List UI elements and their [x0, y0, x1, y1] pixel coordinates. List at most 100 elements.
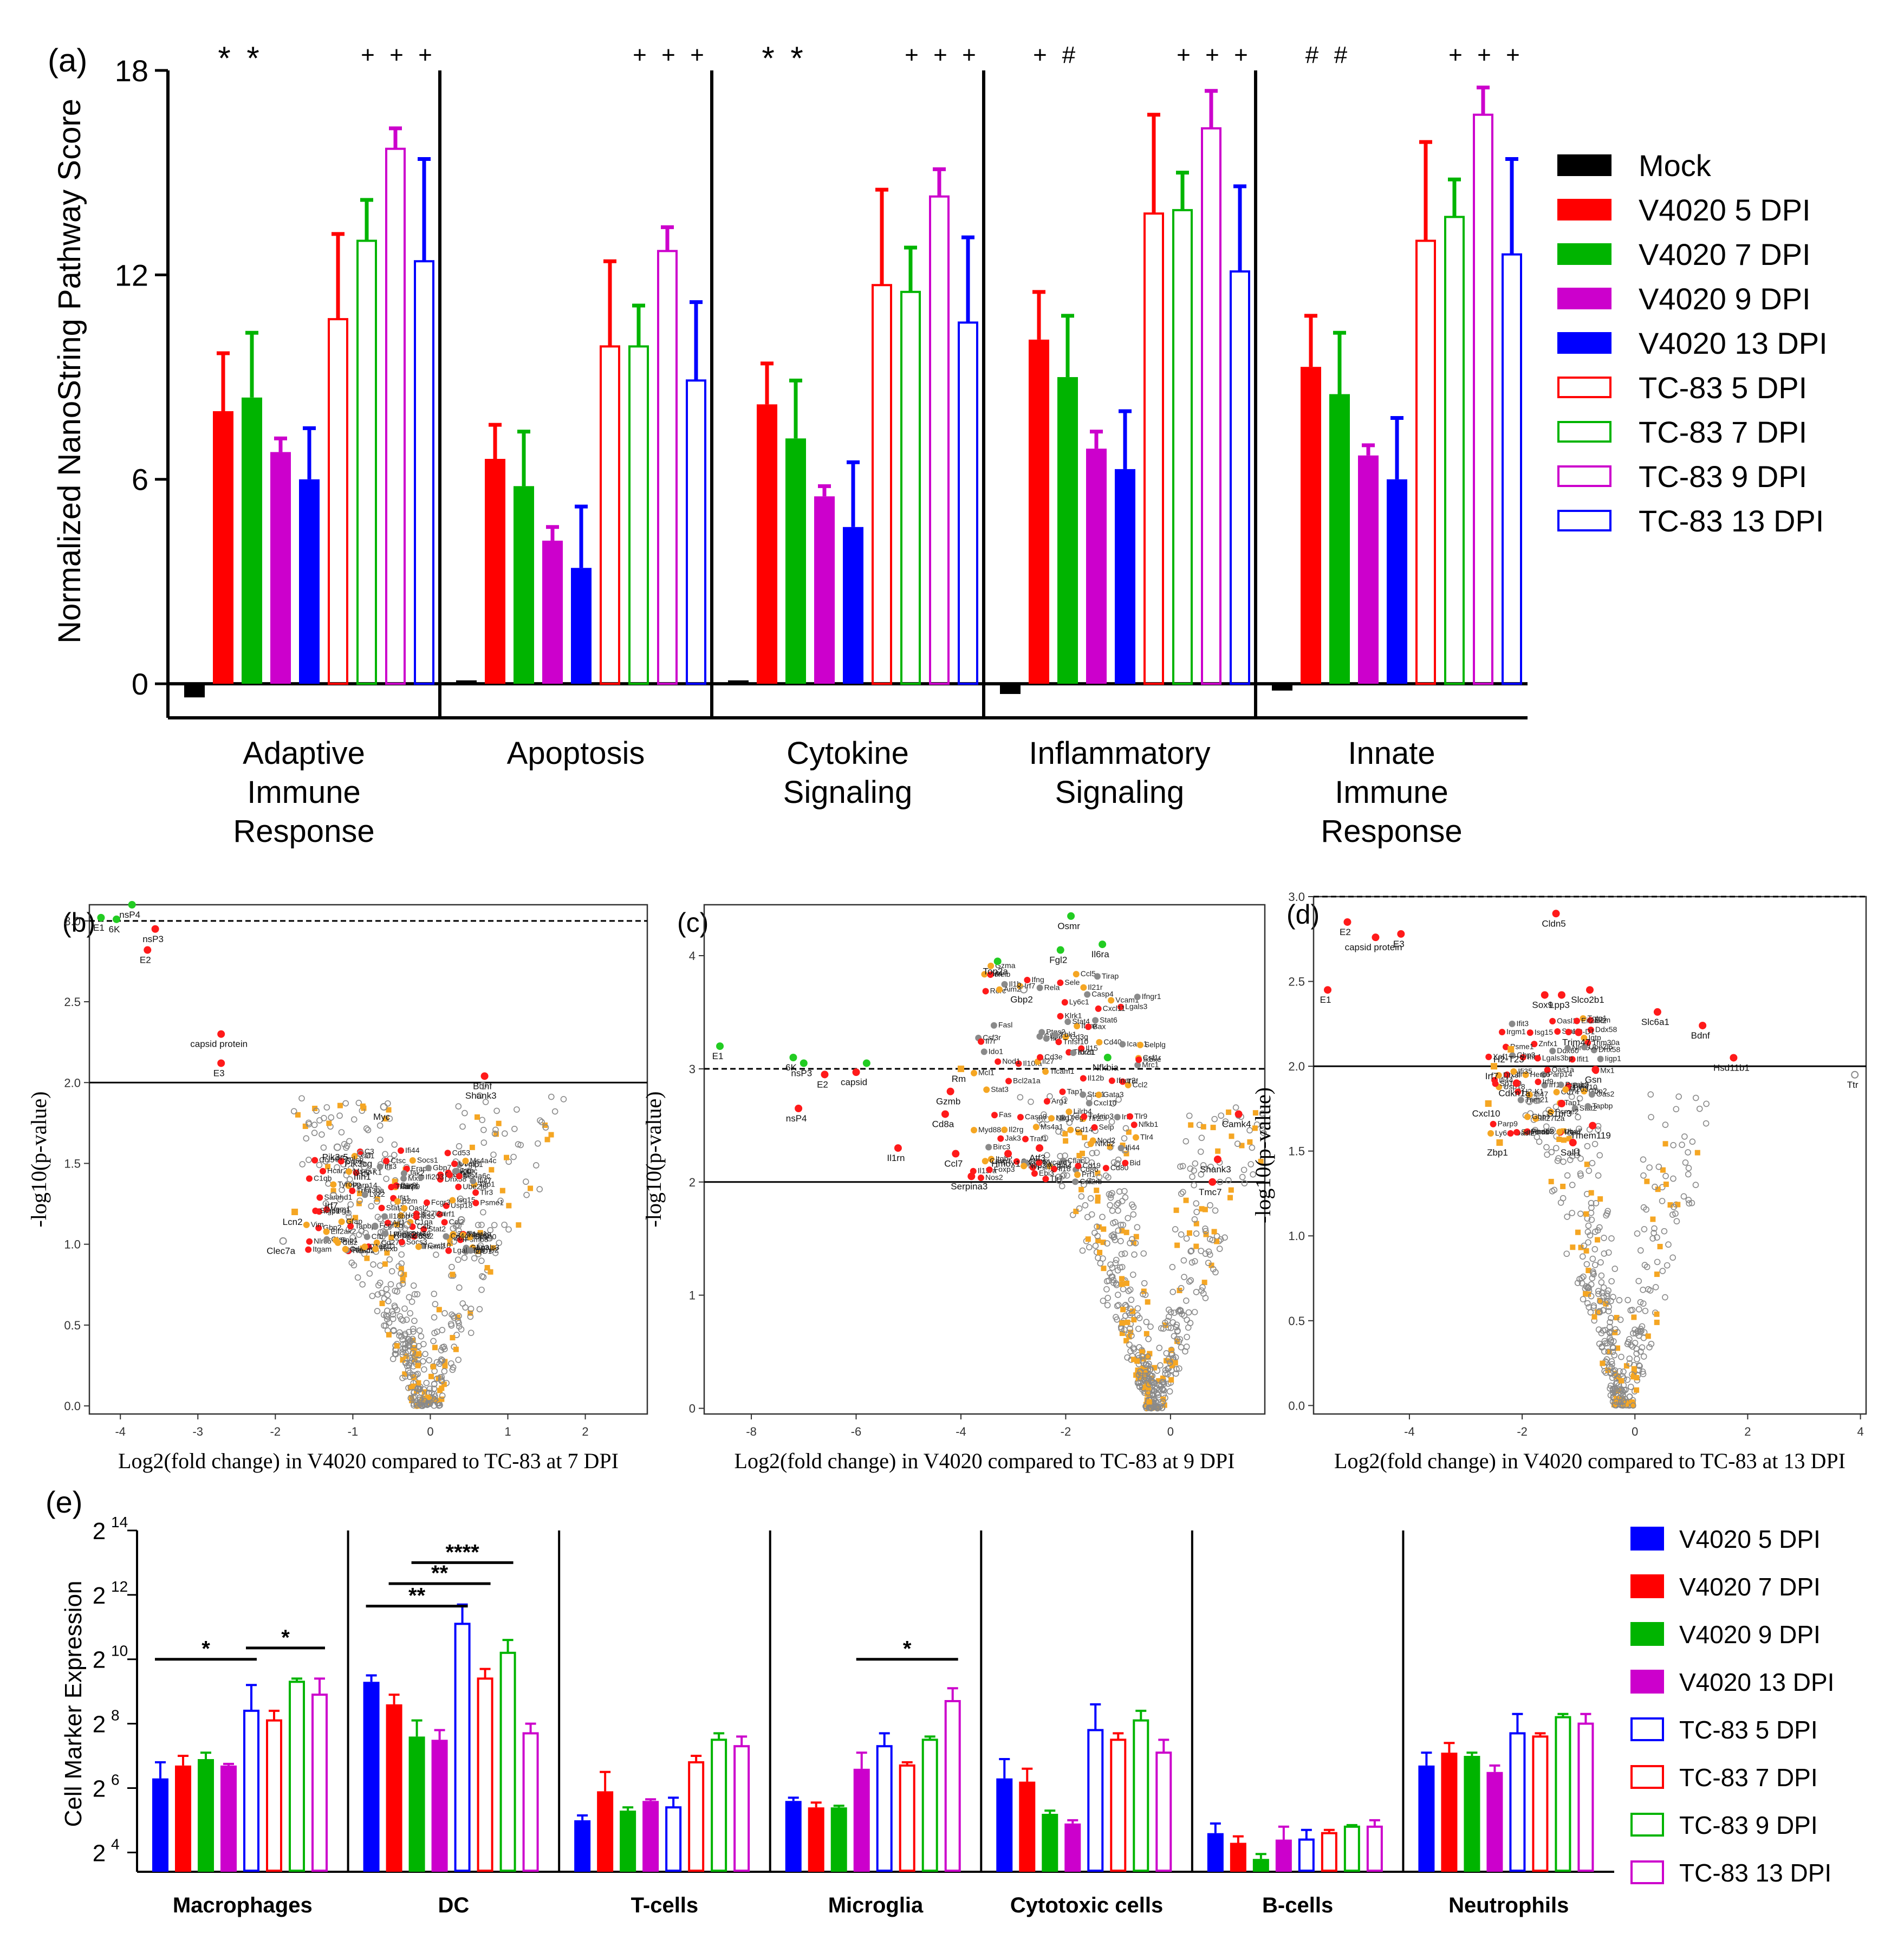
volcano-x-tick-label: 2 [1744, 1425, 1751, 1438]
volcano-gene-point [1685, 1171, 1692, 1178]
volcano-gene-point [1055, 1173, 1062, 1180]
volcano-gene-point [1186, 1230, 1192, 1236]
volcano-gene-point [406, 1336, 412, 1342]
volcano-gene-point [345, 1182, 352, 1189]
panel-e-y-tick-exponent: 14 [111, 1514, 128, 1530]
volcano-gene-point [1145, 1391, 1151, 1397]
panel-e-y-tick-exponent: 8 [111, 1707, 120, 1724]
volcano-gene-point [1659, 1268, 1666, 1274]
volcano-gene-point [1067, 1126, 1074, 1133]
volcano-x-tick-label: -4 [956, 1425, 966, 1438]
volcano-gene-point [1584, 1229, 1591, 1235]
volcano-gene-point [374, 1291, 381, 1298]
volcano-y-tick-label: 2.0 [1288, 1060, 1305, 1073]
volcano-x-tick-label: 0 [427, 1425, 433, 1438]
volcano-labeled-gene-point [291, 1208, 298, 1215]
panel-a-legend-label: V4020 5 DPI [1639, 193, 1811, 227]
volcano-gene-point [1662, 1294, 1668, 1301]
volcano-y-axis-label: -log10(p-value) [1251, 1087, 1275, 1223]
volcano-gene-point [1619, 1402, 1626, 1409]
volcano-gene-label: Klrk1 [1065, 1011, 1082, 1020]
volcano-gene-point [336, 1112, 343, 1119]
volcano-gene-label: Hexb [380, 1244, 398, 1253]
volcano-gene-label: Nod1 [1002, 1057, 1021, 1066]
volcano-labeled-gene-point [1324, 986, 1332, 994]
volcano-gene-point [437, 1387, 443, 1393]
volcano-labeled-gene-point [1591, 1066, 1600, 1074]
volcano-gene-point [1215, 1148, 1221, 1154]
volcano-gene-point [1561, 1137, 1567, 1143]
volcano-labeled-gene-label: E3 [1393, 939, 1405, 949]
volcano-gene-point [1095, 1198, 1101, 1204]
panel-e-bar [642, 1801, 659, 1872]
volcano-gene-label: Relb [995, 970, 1010, 978]
volcano-gene-point [1603, 1301, 1609, 1307]
volcano-gene-point [1110, 1234, 1117, 1241]
volcano-gene-point [1651, 1225, 1658, 1232]
panel-a-significance-mark: + [690, 42, 704, 68]
volcano-gene-point [1228, 1187, 1234, 1193]
volcano-gene-point [322, 1158, 329, 1165]
panel-a-category-label: Inflammatory [1029, 736, 1210, 771]
volcano-gene-point [1580, 1253, 1586, 1260]
volcano-gene-point [1073, 971, 1080, 978]
volcano-gene-point [1212, 1269, 1219, 1276]
panel-a-bar [785, 438, 806, 684]
volcano-gene-label: Aim2 [1004, 985, 1021, 994]
volcano-labeled-gene-label: Myc [373, 1112, 391, 1122]
volcano-gene-point [362, 1171, 368, 1177]
volcano-gene-label: Xaf1 [1493, 1052, 1509, 1061]
volcano-gene-point [1588, 1281, 1595, 1288]
volcano-gene-label: Ms4a4c [470, 1156, 496, 1165]
volcano-gene-point [560, 1096, 567, 1102]
volcano-gene-point [423, 1199, 430, 1206]
volcano-gene-point [425, 1165, 432, 1172]
volcano-labeled-gene-point [128, 901, 136, 909]
volcano-gene-point [1171, 1309, 1178, 1316]
volcano-gene-point [412, 1357, 418, 1363]
volcano-gene-point [386, 1115, 393, 1122]
volcano-gene-point [398, 1212, 405, 1219]
volcano-gene-point [416, 1327, 423, 1334]
volcano-gene-label: Oas2 [1596, 1089, 1615, 1098]
panel-e-bar-chart: (e) Cell Marker Expression 2 42 62 82 102 122… [46, 1485, 1834, 1917]
volcano-gene-point [1619, 1387, 1626, 1394]
volcano-labeled-gene-point [97, 913, 105, 922]
volcano-gene-label: Samhd1 [1521, 1127, 1549, 1136]
volcano-gene-label: Tap1 [1564, 1098, 1581, 1107]
volcano-gene-point [1554, 1028, 1561, 1035]
volcano-gene-point [1186, 1112, 1193, 1119]
volcano-gene-point [399, 1374, 406, 1381]
volcano-gene-label: Znfx1 [1538, 1039, 1557, 1048]
panel-e-legend-label: TC-83 9 DPI [1679, 1811, 1818, 1839]
volcano-gene-point [1663, 1262, 1671, 1269]
volcano-gene-point [400, 1357, 406, 1363]
volcano-gene-point [445, 1247, 452, 1254]
volcano-gene-point [389, 1315, 397, 1322]
volcano-gene-label: Ifi44 [1499, 1075, 1513, 1084]
volcano-gene-point [401, 1305, 408, 1312]
volcano-gene-point [1608, 1278, 1615, 1285]
volcano-gene-label: Cd14 [1075, 1125, 1093, 1134]
volcano-gene-point [1122, 1312, 1129, 1319]
volcano-labeled-gene-label: Ccl7 [944, 1159, 963, 1169]
volcano-gene-point [342, 1246, 349, 1253]
volcano-gene-point [1095, 1091, 1102, 1098]
volcano-gene-point [1159, 1404, 1166, 1411]
panel-a-bar [213, 411, 233, 684]
volcano-gene-label: Mcl1 [978, 1068, 995, 1077]
volcano-gene-point [346, 1138, 353, 1145]
volcano-gene-label: Gfap [346, 1217, 363, 1225]
panel-a-bar [456, 680, 477, 684]
volcano-labeled-gene-point [360, 1163, 368, 1171]
volcano-labeled-gene-point [1004, 1150, 1012, 1158]
panel-e-legend-label: V4020 13 DPI [1679, 1668, 1834, 1696]
volcano-x-tick-label: -8 [746, 1425, 757, 1438]
volcano-gene-point [1575, 1114, 1581, 1121]
panel-e-legend-label: V4020 7 DPI [1679, 1573, 1821, 1601]
volcano-gene-point [409, 1157, 416, 1164]
volcano-gene-point [347, 1223, 354, 1230]
volcano-gene-point [443, 1202, 450, 1209]
volcano-gene-point [455, 1222, 462, 1229]
